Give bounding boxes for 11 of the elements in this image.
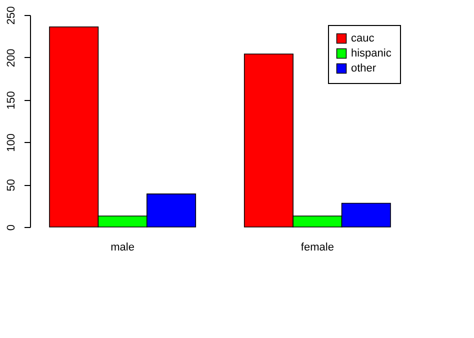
- legend-label: hispanic: [351, 48, 392, 60]
- y-tick-label: 200: [6, 48, 18, 68]
- y-tick-label: 0: [6, 224, 18, 231]
- y-tick-label: 150: [6, 91, 18, 110]
- y-tick-label: 50: [6, 178, 18, 192]
- x-tick-label: male: [110, 242, 134, 254]
- legend-label: cauc: [351, 32, 375, 44]
- y-tick-label: 250: [6, 6, 18, 25]
- x-tick-label: female: [300, 242, 334, 254]
- legend-label: other: [351, 62, 376, 74]
- y-tick-label: 100: [6, 134, 18, 152]
